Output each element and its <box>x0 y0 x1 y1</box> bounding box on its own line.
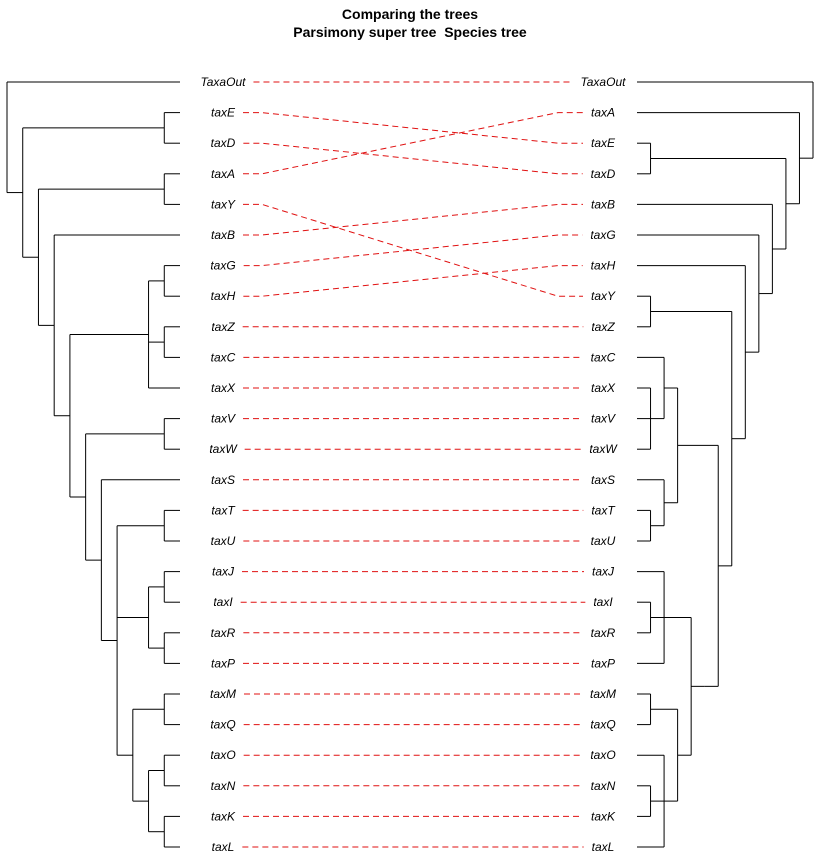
left-leaf-label-taxI: taxI <box>213 595 233 609</box>
left-leaf-label-TaxaOut: TaxaOut <box>201 75 247 89</box>
left-leaf-label-taxB: taxB <box>211 228 235 242</box>
right-leaf-label-taxG: taxG <box>590 228 615 242</box>
left-leaf-label-taxO: taxO <box>210 748 235 762</box>
right-leaf-label-taxS: taxS <box>591 473 615 487</box>
right-leaf-label-taxZ: taxZ <box>591 320 615 334</box>
right-tree-branches <box>637 81 814 848</box>
right-tree-label: Species tree <box>444 24 527 40</box>
left-leaf-label-taxC: taxC <box>211 350 236 364</box>
left-leaf-label-taxR: taxR <box>211 626 236 640</box>
left-leaf-label-taxH: taxH <box>211 289 236 303</box>
right-leaf-label-taxK: taxK <box>591 809 616 823</box>
connector-taxG <box>243 234 583 267</box>
right-leaf-label-taxD: taxD <box>591 167 616 181</box>
right-leaf-labels: TaxaOut taxA taxE taxD taxB taxG taxH taxY taxZ t… <box>581 75 627 854</box>
chart-title: Comparing the trees <box>341 6 479 22</box>
left-leaf-label-taxD: taxD <box>211 136 236 150</box>
right-leaf-label-taxV: taxV <box>591 412 616 426</box>
right-leaf-label-taxQ: taxQ <box>590 718 615 732</box>
right-leaf-label-taxB: taxB <box>591 197 615 211</box>
connector-taxA <box>243 112 583 175</box>
right-leaf-label-taxL: taxL <box>592 840 615 854</box>
right-leaf-label-taxI: taxI <box>593 595 613 609</box>
left-tree-branches <box>6 81 180 848</box>
right-leaf-label-taxM: taxM <box>590 687 616 701</box>
right-leaf-label-taxA: taxA <box>591 106 615 120</box>
connector-taxB <box>243 203 583 236</box>
left-tree-label: Parsimony super tree <box>293 24 437 40</box>
right-leaf-label-taxU: taxU <box>591 534 616 548</box>
left-leaf-label-taxM: taxM <box>210 687 236 701</box>
left-leaf-label-taxE: taxE <box>211 106 236 120</box>
tree-labels: Parsimony super tree Species tree <box>0 24 820 40</box>
right-leaf-label-taxC: taxC <box>591 350 616 364</box>
connector-taxD <box>243 142 583 175</box>
right-leaf-label-taxX: taxX <box>591 381 616 395</box>
connector-taxY <box>243 203 583 297</box>
left-leaf-label-taxK: taxK <box>211 809 236 823</box>
right-leaf-label-taxN: taxN <box>591 779 616 793</box>
left-leaf-label-taxZ: taxZ <box>211 320 235 334</box>
right-leaf-label-taxT: taxT <box>591 503 616 517</box>
right-leaf-label-taxH: taxH <box>591 259 616 273</box>
right-leaf-label-taxP: taxP <box>591 656 615 670</box>
connector-taxH <box>243 265 583 297</box>
left-leaf-label-taxG: taxG <box>210 259 235 273</box>
left-leaf-label-taxA: taxA <box>211 167 235 181</box>
left-leaf-label-taxV: taxV <box>211 412 236 426</box>
leaf-connectors <box>240 81 586 848</box>
right-leaf-label-taxO: taxO <box>590 748 615 762</box>
connector-taxE <box>243 112 583 144</box>
right-leaf-label-taxJ: taxJ <box>592 565 615 579</box>
left-leaf-label-taxU: taxU <box>211 534 236 548</box>
right-leaf-label-taxY: taxY <box>591 289 616 303</box>
left-leaf-label-taxT: taxT <box>211 503 236 517</box>
right-leaf-label-TaxaOut: TaxaOut <box>581 75 627 89</box>
left-leaf-label-taxL: taxL <box>212 840 235 854</box>
left-leaf-label-taxP: taxP <box>211 656 235 670</box>
left-leaf-label-taxY: taxY <box>211 197 236 211</box>
left-leaf-label-taxX: taxX <box>211 381 236 395</box>
left-leaf-label-taxW: taxW <box>209 442 238 456</box>
left-leaf-label-taxN: taxN <box>211 779 236 793</box>
left-leaf-label-taxS: taxS <box>211 473 235 487</box>
right-leaf-label-taxR: taxR <box>591 626 616 640</box>
right-leaf-label-taxW: taxW <box>589 442 618 456</box>
right-leaf-label-taxE: taxE <box>591 136 616 150</box>
left-leaf-label-taxQ: taxQ <box>210 718 235 732</box>
left-leaf-labels: TaxaOut taxE taxD taxA taxY taxB taxG taxH taxZ t… <box>201 75 247 854</box>
left-leaf-label-taxJ: taxJ <box>212 565 235 579</box>
